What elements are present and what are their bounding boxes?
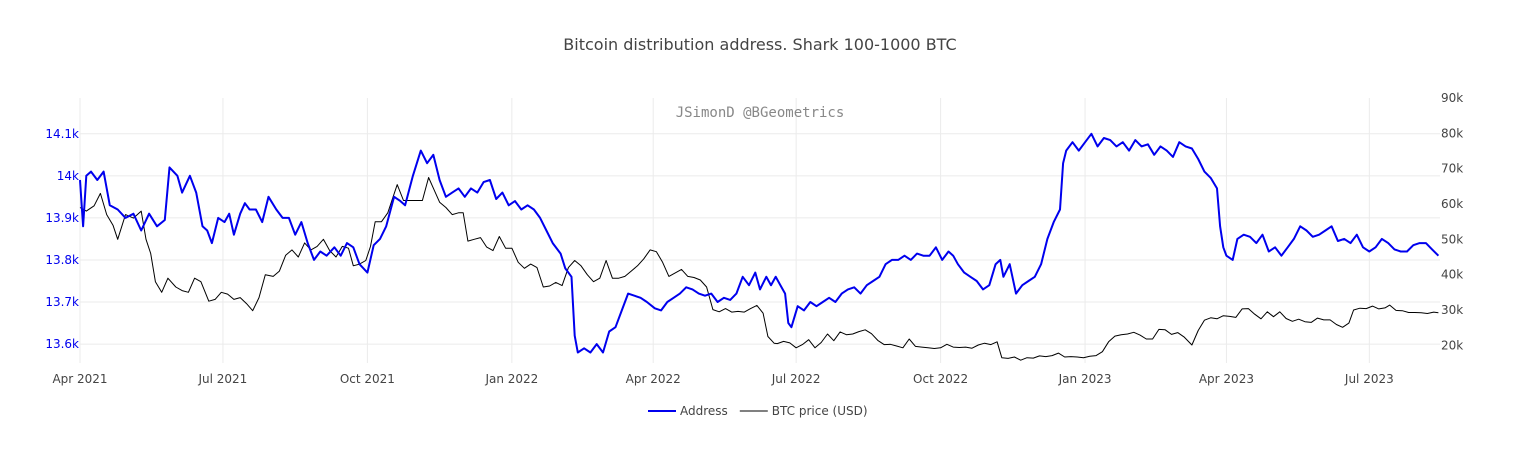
y-right-tick-label: 20k <box>1441 338 1463 352</box>
x-tick-label: Jul 2022 <box>771 372 821 386</box>
y-axis-left: 13.6k 13.7k 13.8k 13.9k 14k 14.1k <box>45 127 79 351</box>
y-right-tick-label: 90k <box>1441 91 1463 105</box>
x-tick-label: Apr 2022 <box>626 372 681 386</box>
grid-layer <box>79 98 1440 363</box>
series-line-btc-price <box>79 177 1439 361</box>
y-axis-right: 20k 30k 40k 50k 60k 70k 80k 90k <box>1441 91 1463 352</box>
y-right-tick-label: 50k <box>1441 232 1463 246</box>
y-left-tick-label: 13.7k <box>45 295 79 309</box>
series-line-address <box>79 132 1440 354</box>
x-tick-label: Jul 2021 <box>197 372 247 386</box>
y-right-tick-label: 70k <box>1441 162 1463 176</box>
x-tick-label: Jan 2022 <box>484 372 538 386</box>
y-left-tick-label: 13.8k <box>45 253 79 267</box>
x-tick-label: Oct 2021 <box>340 372 395 386</box>
y-left-tick-label: 13.9k <box>45 211 79 225</box>
legend-label: Address <box>680 404 728 418</box>
chart-watermark: JSimonD @BGeometrics <box>676 105 845 121</box>
y-right-tick-label: 30k <box>1441 303 1463 317</box>
y-left-tick-label: 14.1k <box>45 127 79 141</box>
x-tick-label: Apr 2021 <box>52 372 107 386</box>
chart-title: Bitcoin distribution address. Shark 100-… <box>563 35 956 54</box>
legend-item[interactable]: Address <box>648 404 728 418</box>
y-right-tick-label: 40k <box>1441 268 1463 282</box>
x-tick-label: Apr 2023 <box>1199 372 1254 386</box>
legend-label: BTC price (USD) <box>772 404 868 418</box>
series-layer <box>79 132 1440 361</box>
legend[interactable]: Address BTC price (USD) <box>648 404 868 418</box>
y-left-tick-label: 14k <box>57 169 79 183</box>
x-axis: Apr 2021 Jul 2021 Oct 2021 Jan 2022 Apr 2022… <box>52 372 1393 386</box>
x-tick-label: Jan 2023 <box>1058 372 1112 386</box>
legend-item[interactable]: BTC price (USD) <box>739 404 868 418</box>
y-right-tick-label: 60k <box>1441 197 1463 211</box>
y-left-tick-label: 13.6k <box>45 337 79 351</box>
x-tick-label: Oct 2022 <box>913 372 968 386</box>
y-right-tick-label: 80k <box>1441 126 1463 140</box>
x-tick-label: Jul 2023 <box>1344 372 1394 386</box>
